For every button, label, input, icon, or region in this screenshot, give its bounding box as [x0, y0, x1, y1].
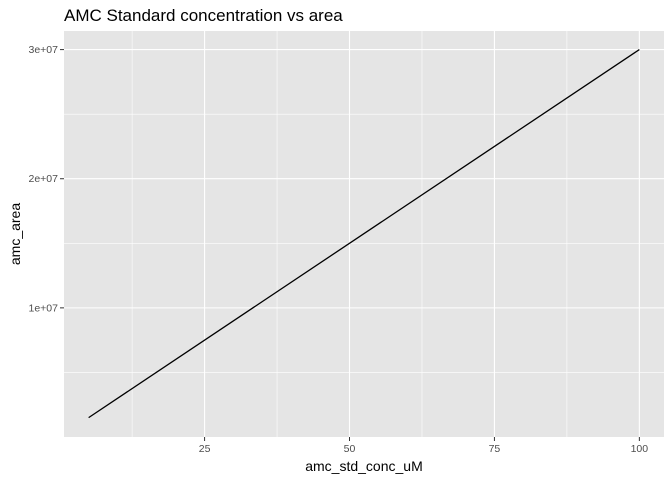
major-gridlines [64, 31, 664, 437]
y-tick-label: 1e+07 [29, 302, 59, 314]
y-tick-label: 2e+07 [29, 173, 59, 185]
x-tick-label: 100 [631, 443, 649, 455]
y-tick-label: 3e+07 [29, 44, 59, 56]
y-axis: 1e+07 2e+07 3e+07 [29, 44, 64, 314]
x-axis-title: amc_std_conc_uM [305, 458, 423, 474]
series-line [88, 49, 640, 419]
x-tick-label: 75 [489, 443, 501, 455]
series-group [88, 49, 640, 419]
x-tick-label: 50 [344, 443, 356, 455]
y-axis-title: amc_area [7, 203, 23, 265]
chart-title: AMC Standard concentration vs area [64, 6, 343, 25]
x-axis: 25 50 75 100 [199, 437, 649, 455]
x-tick-label: 25 [199, 443, 211, 455]
